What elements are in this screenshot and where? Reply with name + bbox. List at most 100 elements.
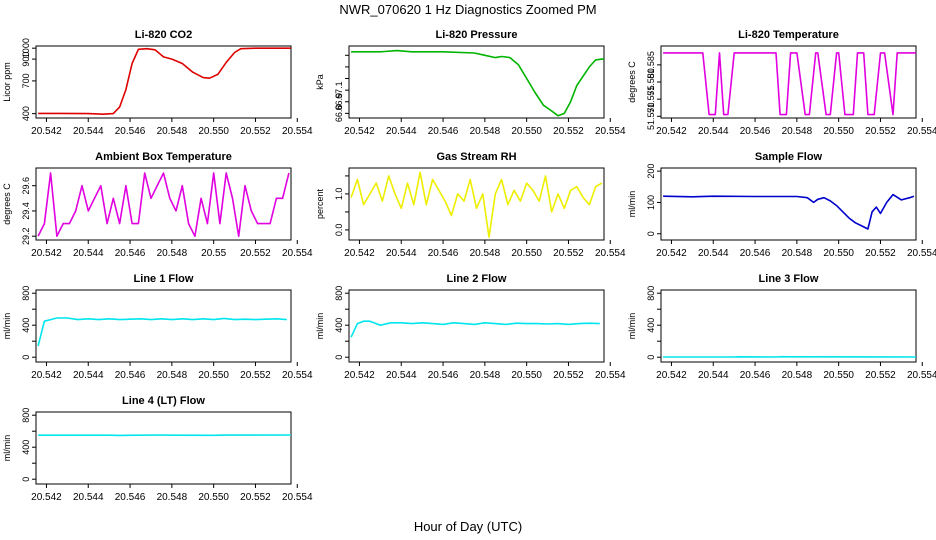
x-tick-label: 20.548 [157, 248, 188, 259]
x-tick-label: 20.554 [282, 126, 313, 137]
panel-title: Li-820 Temperature [738, 29, 839, 41]
x-tick-label: 20.552 [240, 370, 271, 381]
x-tick-label: 20.548 [782, 126, 813, 137]
x-tick-label: 20.552 [240, 248, 271, 259]
x-tick-label: 20.554 [907, 248, 936, 259]
panel-title: Li-820 Pressure [436, 29, 518, 41]
panel-gas-stream-rh: Gas Stream RH 20.542 20.544 20.546 20.548 20.… [315, 151, 626, 259]
x-tick-label: 20.550 [511, 248, 542, 259]
x-tick-label: 20.546 [740, 126, 771, 137]
x-tick-label: 20.554 [282, 370, 313, 381]
y-tick-label: 400 [21, 440, 31, 455]
y-axis-label: ml/min [2, 313, 12, 340]
panel-ambient-box-temperature: Ambient Box Temperature 20.542 20.544 20.54… [2, 151, 313, 259]
y-tick-label: 400 [21, 106, 31, 121]
plot-frame [348, 289, 605, 363]
panel-li-820-co2: Li-820 CO2 20.542 20.544 20.546 20.548 20.550… [2, 29, 313, 137]
x-tick-label: 20.544 [386, 126, 417, 137]
y-tick-label: 100 [646, 195, 656, 210]
series-line [663, 52, 916, 116]
y-tick-label: 66.9 [334, 93, 344, 111]
x-tick-label: 20.552 [553, 126, 584, 137]
x-tick-label: 20.546 [428, 248, 459, 259]
series-line [37, 317, 287, 347]
y-tick-label: 0.0 [334, 224, 344, 237]
x-tick-label: 20.546 [115, 126, 146, 137]
y-axis-label: ml/min [627, 313, 637, 340]
x-tick-label: 20.542 [31, 492, 62, 503]
plot-frame [35, 45, 292, 119]
x-tick-label: 20.546 [428, 126, 459, 137]
y-tick-label: 900 [21, 52, 31, 67]
x-tick-label: 20.550 [198, 370, 229, 381]
plot-frame [35, 411, 292, 485]
series-line [38, 47, 291, 115]
x-tick-label: 20.550 [511, 126, 542, 137]
panel-line-4-lt-flow: Line 4 (LT) Flow 20.542 20.544 20.546 20.548… [2, 395, 313, 503]
y-tick-label: 66.8 [334, 105, 344, 123]
panel-title: Gas Stream RH [436, 151, 516, 163]
x-tick-label: 20.546 [740, 370, 771, 381]
y-tick-label: 400 [334, 318, 344, 333]
y-tick-label: 800 [21, 286, 31, 301]
series-line [351, 49, 605, 117]
y-tick-label: 0 [21, 477, 31, 482]
y-tick-label: 800 [334, 286, 344, 301]
y-tick-label: 29.4 [21, 202, 31, 220]
y-axis-label: Licor ppm [2, 62, 12, 102]
y-tick-label: 51.575 [646, 85, 656, 113]
y-axis-label: degrees C [627, 61, 637, 103]
x-tick-label: 20.546 [115, 248, 146, 259]
x-tick-label: 20.542 [656, 248, 687, 259]
x-tick-label: 20.546 [115, 492, 146, 503]
x-tick-label: 20.542 [656, 370, 687, 381]
x-tick-label: 20.544 [698, 248, 729, 259]
y-tick-label: 800 [646, 286, 656, 301]
panel-title: Line 3 Flow [759, 273, 819, 285]
x-tick-label: 20.550 [198, 126, 229, 137]
y-tick-label: 200 [646, 164, 656, 179]
y-tick-label: 1.0 [334, 188, 344, 201]
plot-frame [348, 167, 605, 241]
x-tick-label: 20.544 [386, 370, 417, 381]
panel-line-2-flow: Line 2 Flow 20.542 20.544 20.546 20.548 20.55… [315, 273, 626, 381]
x-tick-label: 20.552 [240, 492, 271, 503]
series-line [350, 320, 600, 338]
x-tick-label: 20.554 [282, 248, 313, 259]
plot-frame [348, 45, 605, 119]
x-tick-label: 20.552 [865, 126, 896, 137]
x-tick-label: 20.552 [553, 248, 584, 259]
x-tick-label: 20.554 [595, 248, 626, 259]
panel-li-820-temperature: Li-820 Temperature 20.542 20.544 20.546 20.5… [627, 29, 936, 137]
y-tick-label: 0 [21, 355, 31, 360]
x-tick-label: 20.544 [698, 126, 729, 137]
x-tick-label: 20.552 [240, 126, 271, 137]
y-tick-label: 400 [646, 318, 656, 333]
x-tick-label: 20.542 [344, 248, 375, 259]
y-tick-label: 51.585 [646, 51, 656, 79]
x-tick-label: 20.550 [823, 126, 854, 137]
plot-frame [660, 167, 917, 241]
x-tick-label: 20.548 [470, 126, 501, 137]
y-tick-label: 700 [21, 73, 31, 88]
x-tick-label: 20.552 [865, 370, 896, 381]
x-tick-label: 20.546 [428, 370, 459, 381]
x-tick-label: 20.55 [201, 248, 226, 259]
x-tick-label: 20.548 [470, 370, 501, 381]
y-tick-label: 51.570 [646, 103, 656, 131]
x-tick-label: 20.542 [31, 370, 62, 381]
x-tick-label: 20.550 [198, 492, 229, 503]
y-tick-label: 0 [646, 231, 656, 236]
y-tick-label: 29.6 [21, 177, 31, 195]
x-tick-label: 20.548 [782, 248, 813, 259]
x-tick-label: 20.550 [823, 370, 854, 381]
y-tick-label: 400 [21, 318, 31, 333]
series-line [663, 193, 915, 230]
x-tick-label: 20.546 [115, 370, 146, 381]
y-axis-label: degrees C [2, 183, 12, 225]
panel-title: Ambient Box Temperature [95, 151, 232, 163]
x-tick-label: 20.548 [470, 248, 501, 259]
y-tick-label: 0 [646, 355, 656, 360]
x-tick-label: 20.542 [31, 126, 62, 137]
